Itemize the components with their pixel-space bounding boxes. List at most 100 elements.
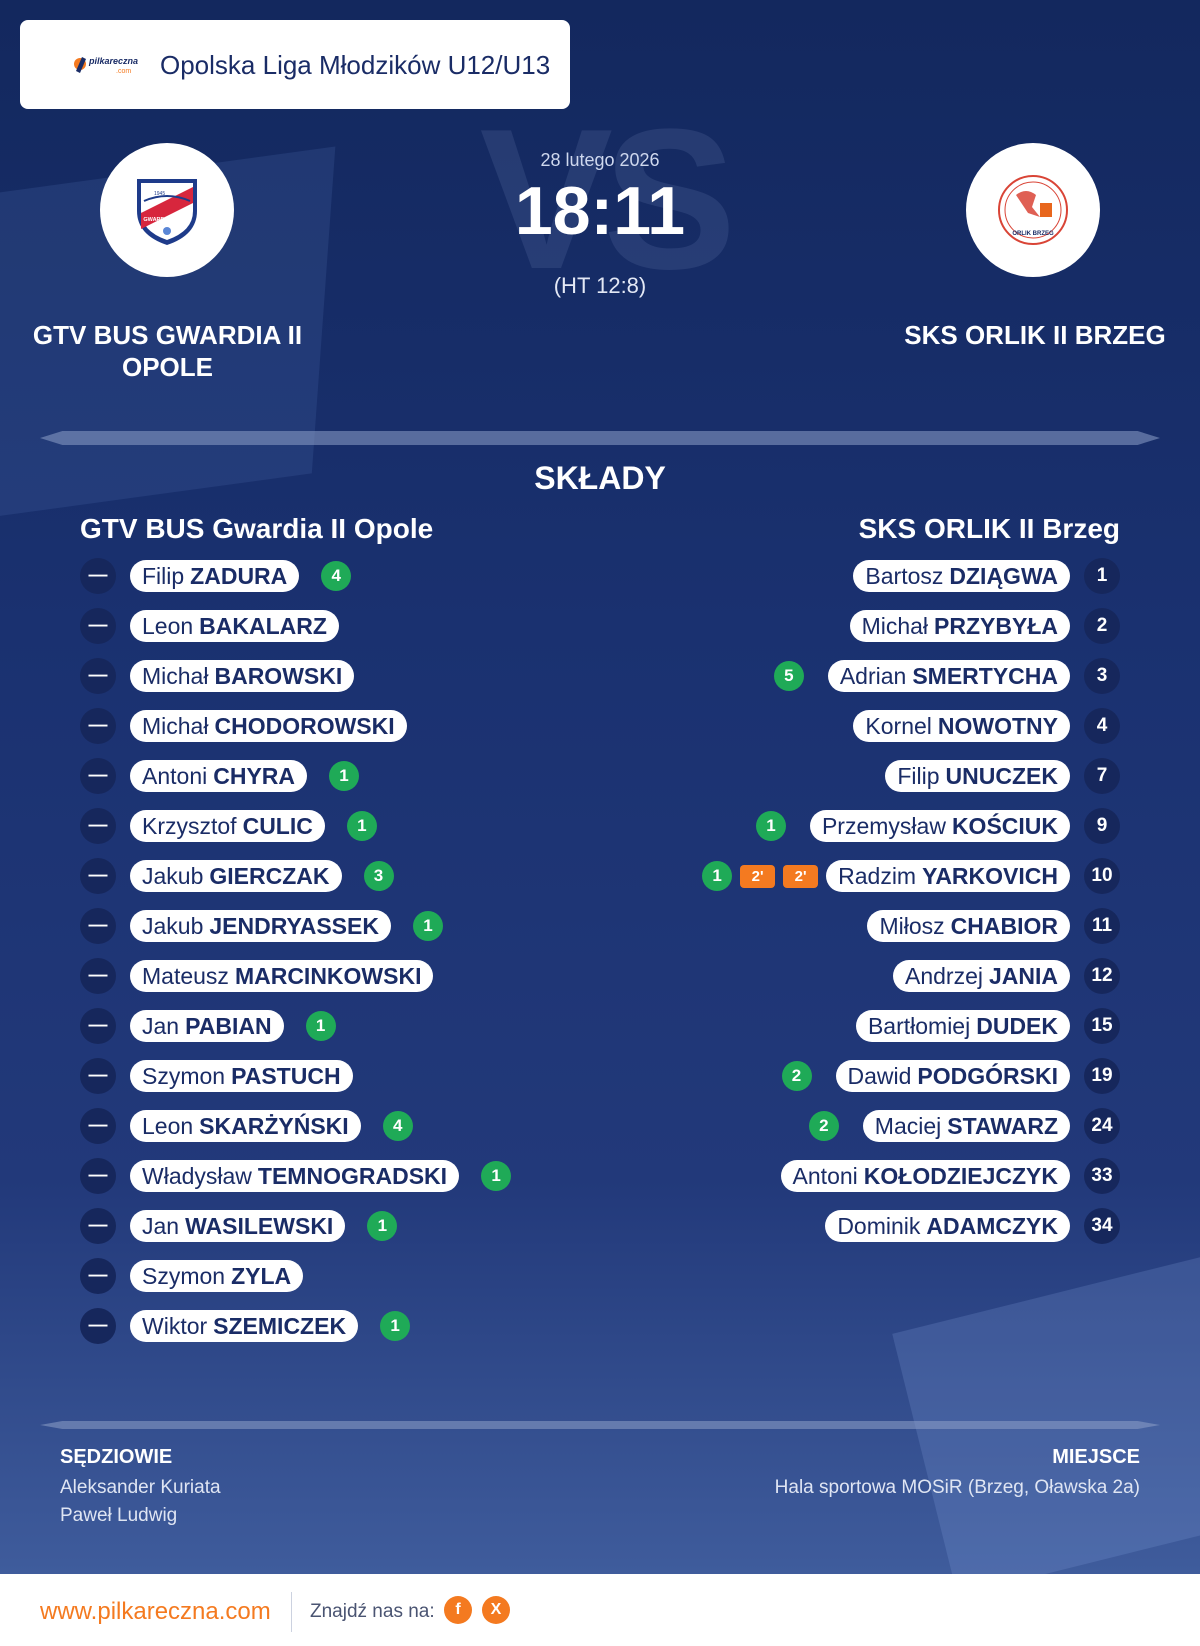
svg-text:ORLIK BRZEG: ORLIK BRZEG — [1012, 231, 1054, 237]
background-shape — [892, 1254, 1200, 1574]
goals-badge: 3 — [363, 861, 394, 891]
goals-badge: 4 — [321, 561, 352, 591]
facebook-icon[interactable]: f — [444, 1596, 472, 1624]
player-first-name: Jakub — [142, 912, 204, 939]
player-name-pill: Leon BAKALARZ — [130, 610, 339, 642]
player-name-pill: Filip UNUCZEK — [885, 760, 1070, 792]
player-number: 10 — [1084, 858, 1120, 894]
table-row: Antoni KOŁODZIEJCZYK 33 — [780, 1158, 1120, 1194]
table-row: — Szymon PASTUCH — [80, 1058, 353, 1094]
player-last-name: JANIA — [988, 962, 1058, 989]
player-number: 12 — [1084, 958, 1120, 994]
player-first-name: Jakub — [142, 862, 204, 889]
table-row: — Jakub JENDRYASSEK 1 — [80, 908, 443, 944]
player-number: 34 — [1084, 1208, 1120, 1244]
svg-text:pilkareczna: pilkareczna — [88, 56, 138, 66]
player-last-name: CHABIOR — [950, 912, 1058, 939]
home-team-name: GTV BUS GWARDIA II OPOLE — [32, 320, 303, 382]
player-number: 9 — [1084, 808, 1120, 844]
league-header: pilkareczna .com Opolska Liga Młodzików … — [20, 20, 570, 109]
player-number: — — [80, 758, 116, 794]
player-first-name: Leon — [142, 1112, 194, 1139]
table-row: Bartłomiej DUDEK 15 — [855, 1008, 1120, 1044]
player-first-name: Filip — [142, 562, 185, 589]
player-first-name: Kornel — [865, 712, 932, 739]
player-number: — — [80, 858, 116, 894]
player-last-name: SZEMICZEK — [213, 1312, 347, 1339]
away-team-name: SKS ORLIK II BRZEG — [904, 320, 1166, 350]
table-row: 1 2' 2' Radzim YARKOVICH 10 — [702, 858, 1120, 894]
official-name: Aleksander Kuriata — [60, 1477, 221, 1498]
away-lineup-title: SKS ORLIK II Brzeg — [858, 513, 1120, 544]
player-last-name: CHODOROWSKI — [214, 712, 395, 739]
player-name-pill: Wiktor SZEMICZEK — [130, 1310, 359, 1342]
player-number: — — [80, 908, 116, 944]
player-last-name: PASTUCH — [231, 1062, 341, 1089]
goals-badge: 2 — [808, 1111, 839, 1141]
player-last-name: PODGÓRSKI — [917, 1062, 1058, 1089]
goals-badge: 1 — [412, 911, 443, 941]
player-name-pill: Filip ZADURA — [130, 560, 300, 592]
home-lineup-title: GTV BUS Gwardia II Opole — [80, 513, 434, 544]
player-first-name: Leon — [142, 612, 194, 639]
player-number: — — [80, 1058, 116, 1094]
player-number: 24 — [1084, 1108, 1120, 1144]
player-name-pill: Szymon ZYLA — [130, 1260, 304, 1292]
goals-badge: 1 — [329, 761, 359, 791]
svg-text:.com: .com — [116, 68, 131, 75]
site-link[interactable]: www.pilkareczna.com — [40, 1598, 271, 1625]
player-first-name: Michał — [142, 712, 209, 739]
player-first-name: Michał — [142, 662, 209, 689]
table-row: Miłosz CHABIOR 11 — [867, 908, 1120, 944]
player-last-name: ZYLA — [231, 1262, 292, 1289]
player-name-pill: Jakub GIERCZAK — [130, 860, 342, 892]
player-first-name: Antoni — [792, 1162, 858, 1189]
player-number: 4 — [1084, 708, 1120, 744]
player-last-name: GIERCZAK — [209, 862, 330, 889]
player-name-pill: Władysław TEMNOGRADSKI — [130, 1160, 460, 1192]
player-first-name: Radzim — [838, 862, 917, 889]
player-last-name: KOŚCIUK — [951, 812, 1058, 839]
footer: www.pilkareczna.com Znajdź nas na: f X — [0, 1574, 1200, 1646]
player-last-name: DZIĄGWA — [949, 562, 1058, 589]
match-poster: pilkareczna .com Opolska Liga Młodzików … — [0, 0, 1200, 1574]
pilkareczna-logo: pilkareczna .com — [74, 56, 138, 75]
table-row: 1 Przemysław KOŚCIUK 9 — [755, 808, 1120, 844]
player-number: — — [80, 958, 116, 994]
player-first-name: Maciej — [874, 1112, 942, 1139]
player-name-pill: Michał BAROWSKI — [130, 660, 355, 692]
table-row: — Wiktor SZEMICZEK 1 — [80, 1308, 411, 1344]
player-first-name: Jan — [142, 1012, 180, 1039]
player-last-name: UNUCZEK — [945, 762, 1058, 789]
player-name-pill: Michał PRZYBYŁA — [849, 610, 1070, 642]
player-number: — — [80, 558, 116, 594]
officials-label: SĘDZIOWIE — [60, 1446, 173, 1468]
table-row: Dominik ADAMCZYK 34 — [825, 1208, 1120, 1244]
player-last-name: MARCINKOWSKI — [234, 962, 422, 989]
player-first-name: Antoni — [142, 762, 208, 789]
player-name-pill: Michał CHODOROWSKI — [130, 710, 407, 742]
orlik-crest-icon: ORLIK BRZEG — [998, 175, 1068, 245]
player-number: — — [80, 1108, 116, 1144]
player-first-name: Dawid — [847, 1062, 912, 1089]
player-first-name: Miłosz — [879, 912, 945, 939]
table-row: — Filip ZADURA 4 — [80, 558, 352, 594]
player-last-name: DUDEK — [976, 1012, 1058, 1039]
player-number: — — [80, 1158, 116, 1194]
player-first-name: Jan — [142, 1212, 180, 1239]
player-name-pill: Dawid PODGÓRSKI — [835, 1060, 1070, 1092]
goals-badge: 1 — [367, 1211, 398, 1241]
final-score: 18:11 — [514, 173, 686, 249]
x-icon[interactable]: X — [482, 1596, 510, 1624]
player-number: 1 — [1084, 558, 1120, 594]
player-name-pill: Miłosz CHABIOR — [867, 910, 1070, 942]
vs-watermark: VS — [479, 88, 737, 311]
away-team-crest: ORLIK BRZEG — [966, 143, 1100, 277]
player-first-name: Adrian — [839, 662, 907, 689]
player-first-name: Bartosz — [865, 562, 944, 589]
player-number: — — [80, 1208, 116, 1244]
penalty-badge: 2' — [783, 864, 819, 888]
table-row: Bartosz DZIĄGWA 1 — [853, 558, 1120, 594]
player-last-name: BAKALARZ — [199, 612, 327, 639]
table-row: 2 Dawid PODGÓRSKI 19 — [781, 1058, 1120, 1094]
